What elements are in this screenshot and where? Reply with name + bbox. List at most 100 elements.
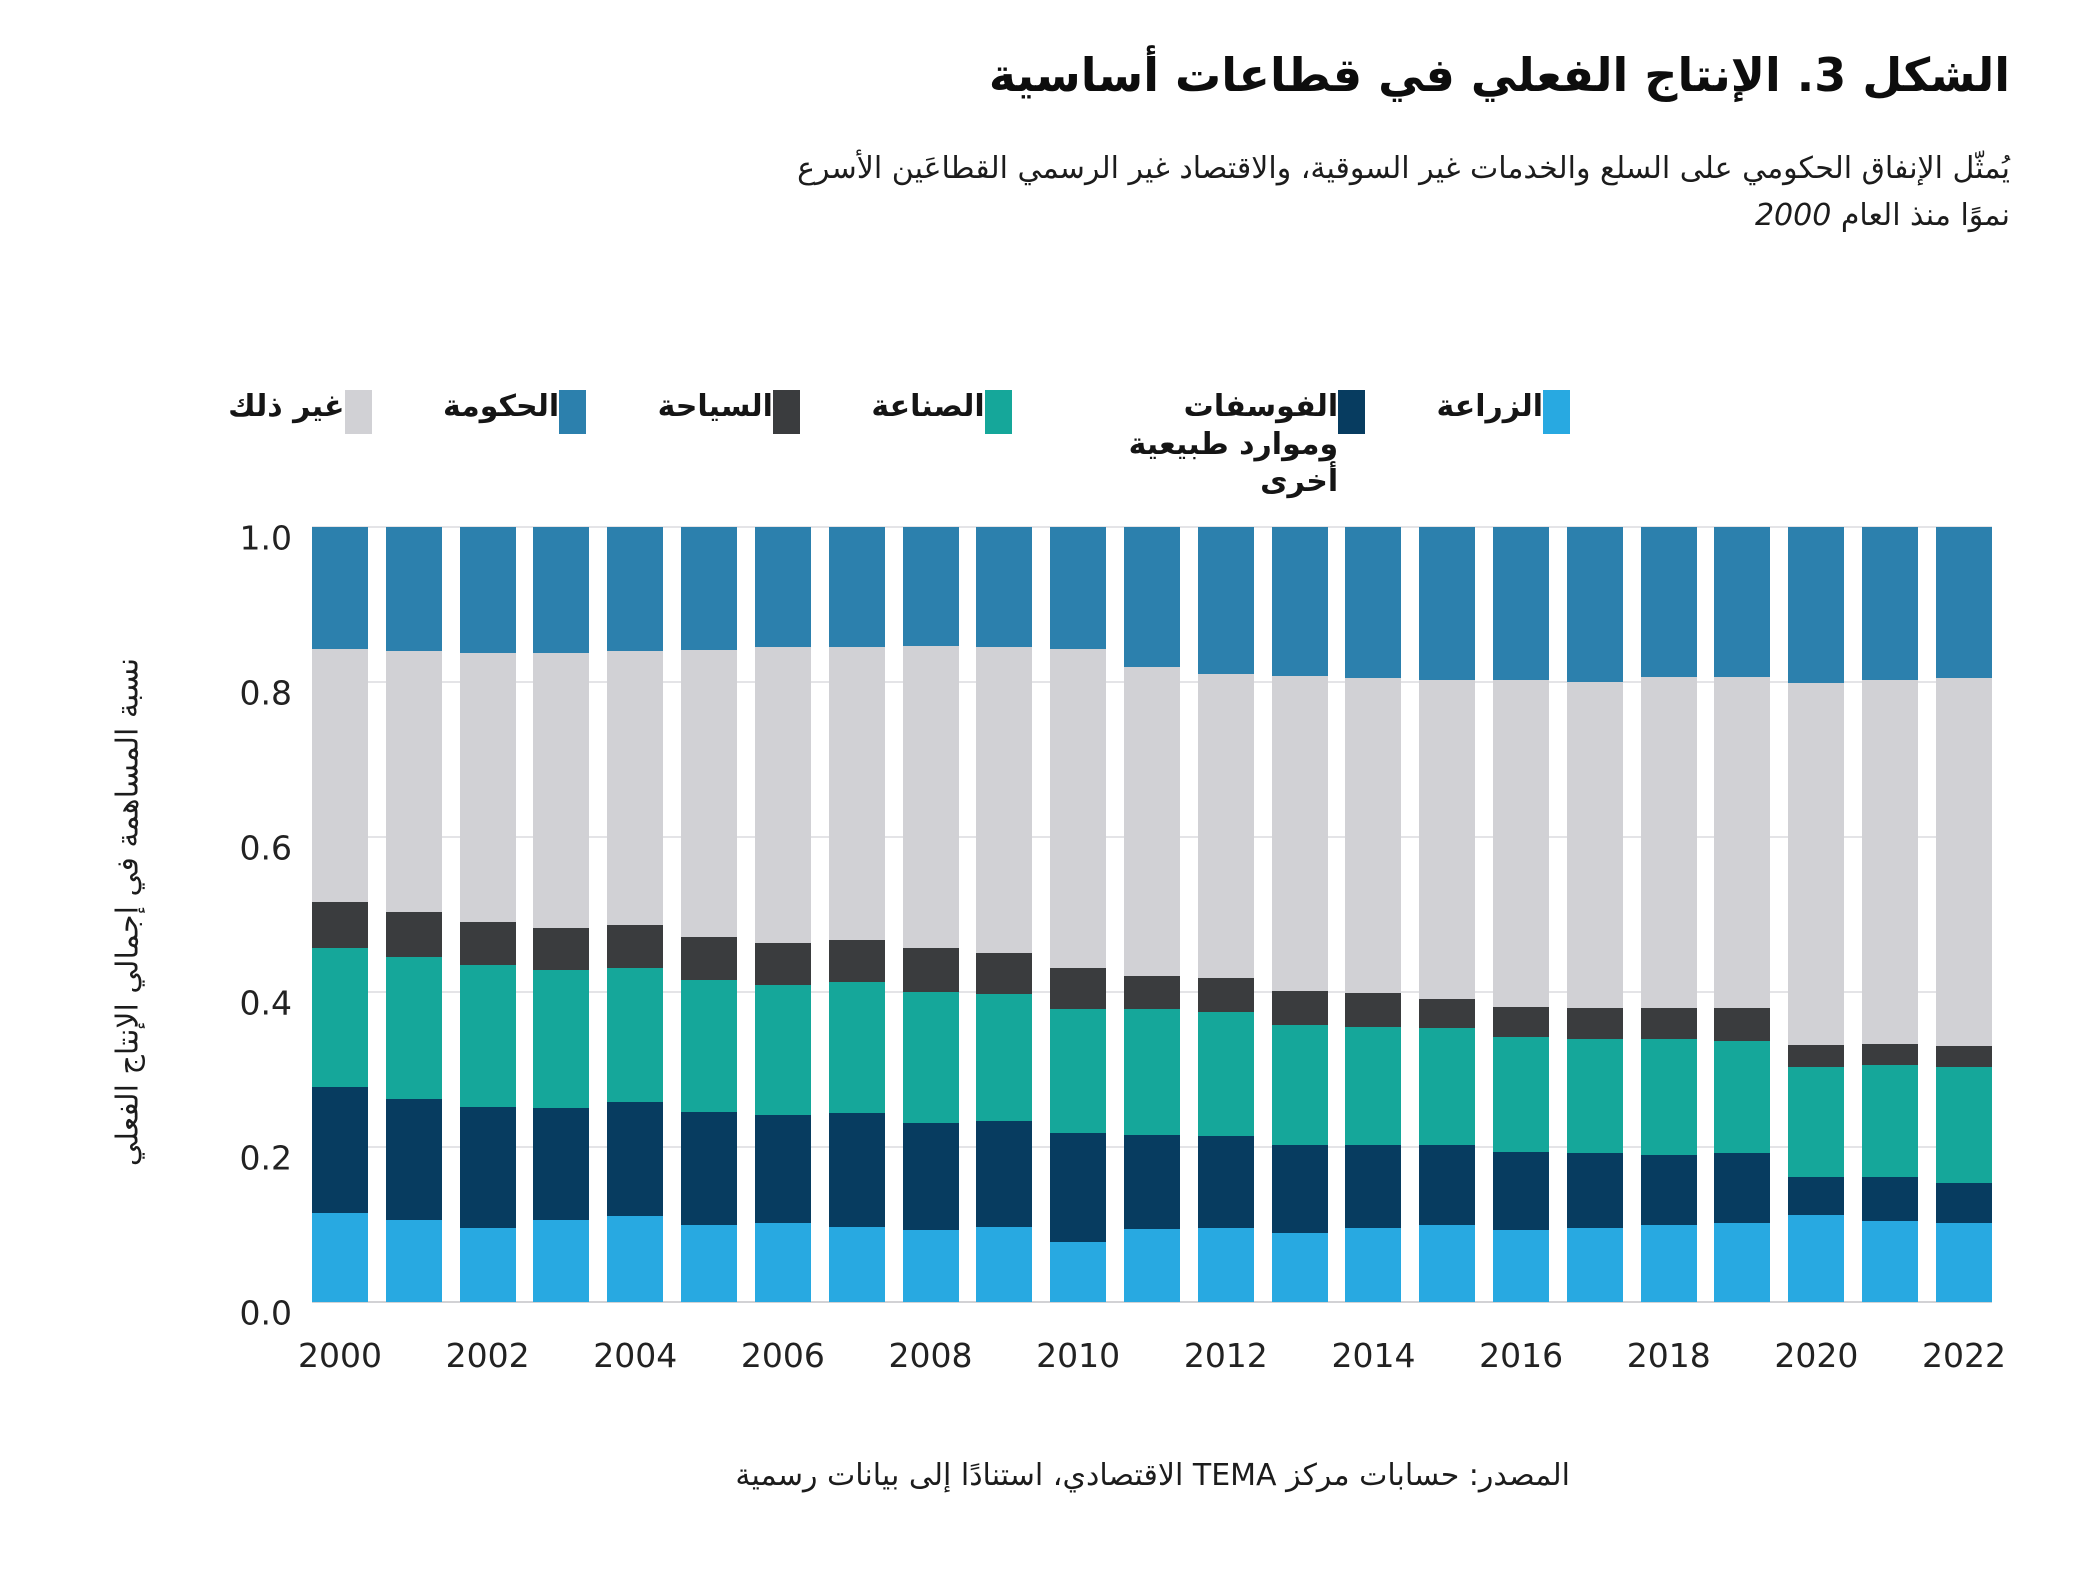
bar-segment-industry [385,957,442,1099]
bar-segment-agriculture [1345,1228,1402,1302]
bar-segment-agriculture [1566,1228,1623,1302]
source-note: المصدر: حسابات مركز TEMA الاقتصادي، استن… [735,1458,1570,1493]
bar-segment-tourism [1714,1008,1771,1041]
bar-segment-phosphates [1935,1182,1992,1223]
bar-segment-phosphates [1419,1144,1476,1226]
bar-segment-phosphates [385,1098,442,1220]
bar-2012 [1197,527,1254,1302]
y-tick-label: 0.0 [239,1293,292,1333]
x-tick-label: 2018 [1626,1336,1711,1375]
x-tick-label: 2000 [298,1336,382,1375]
y-tick-label: 0.8 [239,673,292,713]
bar-segment-tourism [459,922,516,965]
legend-item-tourism: السياحة [642,388,800,434]
bar-segment-phosphates [976,1120,1033,1227]
bar-segment-industry [533,970,590,1109]
bar-segment-agriculture [1640,1225,1697,1302]
x-axis-line [312,1301,1992,1303]
bar-segment-other [607,651,664,926]
bar-segment-agriculture [312,1212,368,1302]
bar-segment-other [1345,678,1402,993]
bar-segment-phosphates [1493,1151,1549,1230]
legend-swatch-industry [984,390,1012,434]
bar-2007 [828,527,885,1302]
legend-label-government: الحكومة [442,389,560,424]
bar-segment-government [828,527,885,648]
bar-2005 [681,527,738,1302]
bar-segment-tourism [1493,1006,1549,1037]
bar-segment-phosphates [607,1102,664,1216]
legend-swatch-tourism [772,390,800,434]
subtitle-line1: يُمثّل الإنفاق الحكومي على السلع والخدما… [797,151,2010,186]
bar-segment-phosphates [1714,1153,1771,1223]
bar-segment-other [828,647,885,941]
bar-segment-government [1271,527,1328,676]
bar-segment-agriculture [533,1219,590,1302]
bar-segment-other [533,653,590,928]
bar-segment-phosphates [1197,1136,1254,1229]
bar-segment-agriculture [754,1222,811,1302]
y-axis-ticks: 1.0 0.8 0.6 0.4 0.2 0.0 [0,519,292,1333]
bar-segment-tourism [312,902,368,948]
bar-segment-tourism [607,925,664,968]
bar-2019 [1714,527,1771,1302]
x-tick-label: 2004 [593,1336,678,1375]
x-tick-label: 2020 [1774,1336,1859,1375]
bar-segment-government [1640,527,1697,678]
bar-2017 [1566,527,1623,1302]
x-tick-label: 2016 [1479,1336,1564,1375]
bar-segment-industry [607,968,664,1103]
legend-swatch-phosphates [1338,390,1366,434]
bar-segment-tourism [1419,999,1476,1028]
bar-segment-tourism [828,940,885,982]
bar-segment-industry [754,985,811,1116]
bar-2010 [1050,527,1107,1302]
bar-segment-phosphates [754,1115,811,1223]
bar-segment-government [385,527,442,652]
bar-segment-other [681,650,738,937]
bar-segment-industry [681,980,738,1113]
bar-2015 [1419,527,1476,1302]
bar-segment-government [1345,527,1402,679]
bar-segment-industry [1788,1067,1845,1178]
legend-label-tourism: السياحة [657,389,773,424]
bar-2021 [1862,527,1919,1302]
subtitle-year: 2000 [1754,197,1832,233]
bar-segment-government [1935,527,1992,679]
bar-segment-government [1050,527,1107,650]
bar-segment-industry [828,981,885,1113]
bar-segment-tourism [1935,1046,1992,1068]
bar-segment-government [533,527,590,654]
bar-segment-other [312,648,368,903]
bar-segment-agriculture [1123,1229,1180,1302]
bar-segment-industry [976,994,1033,1121]
legend-item-government: الحكومة [427,388,587,434]
bar-segment-agriculture [681,1225,738,1302]
bar-segment-industry [312,947,368,1087]
bar-segment-government [607,527,664,652]
bar-segment-agriculture [459,1228,516,1302]
y-tick-label: 0.4 [239,983,292,1023]
bar-segment-agriculture [1935,1222,1992,1302]
bar-segment-phosphates [828,1112,885,1227]
bar-segment-industry [459,964,516,1107]
bar-2020 [1788,527,1845,1302]
bar-segment-industry [1419,1027,1476,1145]
bars-layer [312,527,1992,1302]
bar-segment-government [1714,527,1771,678]
x-axis-ticks: 2000 2002 2004 2006 2008 2010 2012 2014 2016 2018… [298,1322,2006,1382]
bar-segment-phosphates [459,1106,516,1229]
bar-segment-other [976,647,1033,954]
bar-segment-industry [1862,1064,1919,1178]
bar-segment-government [1788,527,1845,683]
legend-item-phosphates: الفوسفات وموارد طبيعية أخرى [1067,388,1366,501]
bar-segment-tourism [1862,1043,1919,1065]
bar-2018 [1640,527,1697,1302]
bar-segment-other [1862,680,1919,1044]
bar-segment-phosphates [1050,1133,1107,1243]
bar-segment-agriculture [385,1219,442,1302]
bar-segment-agriculture [1271,1233,1328,1302]
x-tick-label: 2008 [888,1336,973,1375]
bar-segment-government [459,527,516,654]
bar-segment-industry [1935,1067,1992,1183]
